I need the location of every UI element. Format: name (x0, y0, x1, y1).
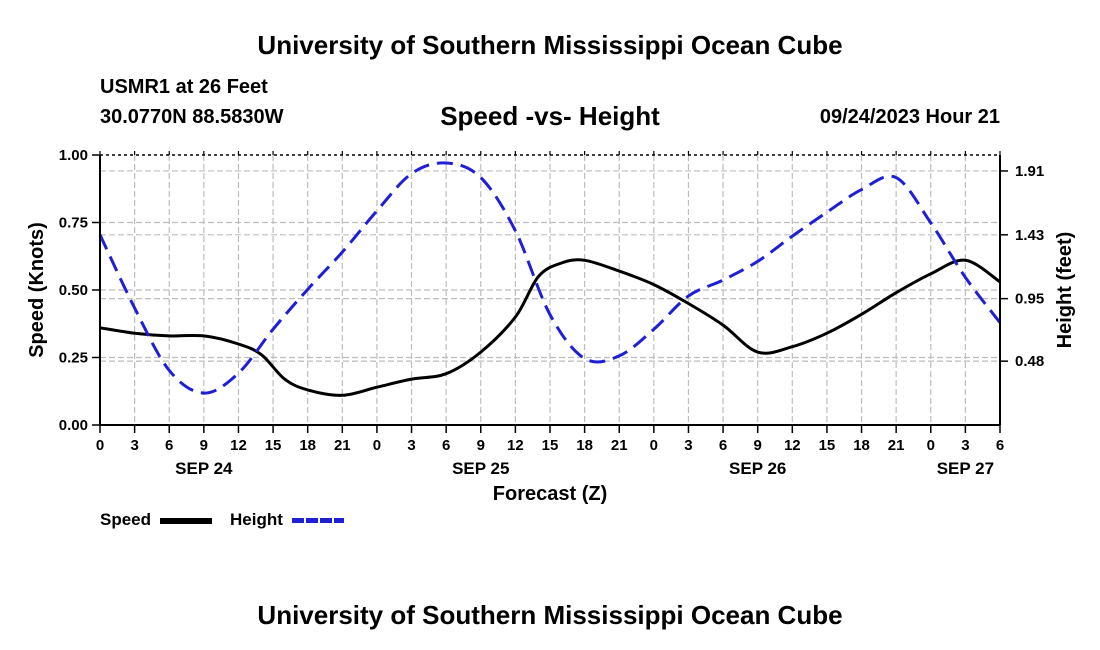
station-coordinates: 30.0770N 88.5830W (100, 106, 284, 128)
x-tick-label: 18 (299, 437, 316, 454)
axes: 0 3 6 9 12 15 18 21 0 3 6 9 12 15 18 21 0 3 6 9 12 15 18 21 0 3 6S… (59, 147, 1044, 478)
y-tick-label: 0.75 (59, 215, 88, 232)
speed-height-chart: 0 3 6 9 12 15 18 21 0 3 6 9 12 15 18 21 0 3 6 9 12 15 18 21 0 3 6S… (26, 147, 1076, 505)
legend-label-height: Height (230, 510, 283, 529)
y2-axis-label: Height (feet) (1054, 232, 1076, 349)
y2-tick-label: 0.48 (1015, 353, 1044, 370)
legend-label-speed: Speed (100, 510, 152, 529)
x-tick-label: 9 (754, 437, 762, 454)
y-tick-label: 0.25 (59, 350, 88, 367)
date-label: SEP 26 (729, 459, 786, 478)
footer-title: University of Southern Mississippi Ocean… (257, 600, 843, 630)
date-label: SEP 25 (452, 459, 509, 478)
x-tick-label: 21 (611, 437, 628, 454)
x-tick-label: 6 (442, 437, 450, 454)
x-tick-label: 6 (719, 437, 727, 454)
y-axis-label: Speed (Knots) (26, 222, 48, 358)
x-tick-label: 6 (165, 437, 173, 454)
x-tick-label: 18 (853, 437, 870, 454)
x-tick-label: 9 (200, 437, 208, 454)
x-axis-label: Forecast (Z) (493, 483, 607, 505)
forecast-timestamp: 09/24/2023 Hour 21 (819, 106, 1000, 128)
series-line-speed (99, 258, 1001, 397)
grid-lines (100, 155, 1000, 425)
x-tick-label: 0 (96, 437, 104, 454)
y-tick-label: 0.50 (59, 282, 88, 299)
x-tick-label: 9 (477, 437, 485, 454)
x-tick-label: 15 (265, 437, 282, 454)
x-tick-label: 12 (507, 437, 524, 454)
series-lines (98, 161, 1002, 397)
y2-tick-label: 1.43 (1015, 227, 1044, 244)
page-title: University of Southern Mississippi Ocean… (257, 30, 843, 60)
y-tick-label: 0.00 (59, 417, 88, 434)
chart-title: Speed -vs- Height (440, 101, 660, 131)
legend-swatch-speed (160, 518, 212, 524)
x-tick-label: 3 (684, 437, 692, 454)
x-tick-label: 0 (650, 437, 658, 454)
y2-tick-label: 1.91 (1015, 163, 1044, 180)
x-tick-label: 12 (784, 437, 801, 454)
series-line-height (98, 161, 1002, 395)
date-label: SEP 24 (175, 459, 233, 478)
x-tick-label: 12 (230, 437, 247, 454)
x-tick-label: 15 (542, 437, 559, 454)
y2-tick-label: 0.95 (1015, 291, 1044, 308)
x-tick-label: 18 (576, 437, 593, 454)
station-name: USMR1 at 26 Feet (100, 76, 268, 98)
y-tick-label: 1.00 (59, 147, 88, 164)
x-tick-label: 21 (334, 437, 351, 454)
x-tick-label: 3 (961, 437, 969, 454)
legend-swatch-height (292, 518, 344, 523)
x-tick-label: 0 (927, 437, 935, 454)
x-tick-label: 15 (819, 437, 836, 454)
x-tick-label: 3 (130, 437, 138, 454)
x-tick-label: 6 (996, 437, 1004, 454)
x-tick-label: 21 (888, 437, 905, 454)
date-label: SEP 27 (937, 459, 994, 478)
x-tick-label: 3 (407, 437, 415, 454)
x-tick-label: 0 (373, 437, 381, 454)
